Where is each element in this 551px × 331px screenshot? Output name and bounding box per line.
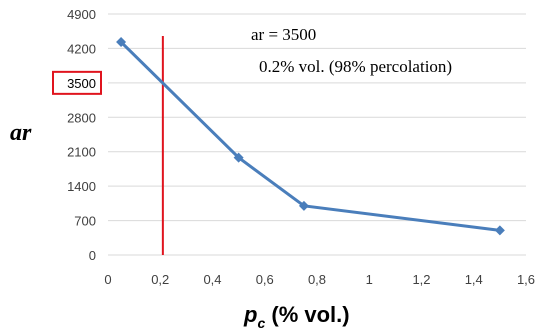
y-tick-label-6: 4200 bbox=[67, 41, 96, 56]
x-tick-label-5: 1 bbox=[366, 272, 373, 287]
highlight-box-3500 bbox=[52, 70, 102, 95]
x-tick-label-2: 0,4 bbox=[203, 272, 221, 287]
x-tick-label-8: 1,6 bbox=[517, 272, 535, 287]
data-point-0 bbox=[116, 37, 127, 48]
y-tick-label-3: 2100 bbox=[67, 145, 96, 160]
data-point-1 bbox=[233, 152, 244, 163]
x-tick-label-4: 0,8 bbox=[308, 272, 326, 287]
x-tick-label-0: 0 bbox=[104, 272, 111, 287]
y-tick-label-4: 2800 bbox=[67, 110, 96, 125]
y-tick-label-1: 700 bbox=[74, 214, 96, 229]
y-tick-label-2: 1400 bbox=[67, 179, 96, 194]
grid bbox=[108, 13, 526, 256]
data-points bbox=[116, 37, 505, 236]
x-tick-labels: 0 0,2 0,4 0,6 0,8 1 1,2 1,4 1,6 bbox=[104, 272, 535, 287]
y-tick-label-0: 0 bbox=[89, 248, 96, 263]
annotation-percolation: 0.2% vol. (98% percolation) bbox=[259, 57, 452, 76]
y-tick-labels: 0 700 1400 2100 2800 3500 4200 4900 bbox=[67, 7, 96, 263]
data-point-3 bbox=[494, 225, 505, 236]
x-tick-label-3: 0,6 bbox=[256, 272, 274, 287]
y-tick-label-7: 4900 bbox=[67, 7, 96, 22]
y-axis-label: ar bbox=[10, 120, 32, 146]
x-tick-label-6: 1,2 bbox=[412, 272, 430, 287]
y-tick-label-5: 3500 bbox=[67, 76, 96, 91]
data-point-2 bbox=[298, 200, 309, 211]
series-line bbox=[120, 40, 501, 232]
x-tick-label-1: 0,2 bbox=[151, 272, 169, 287]
x-tick-label-7: 1,4 bbox=[465, 272, 483, 287]
x-axis-label: pc (% vol.) bbox=[243, 302, 350, 331]
annotation-ar: ar = 3500 bbox=[251, 25, 316, 44]
